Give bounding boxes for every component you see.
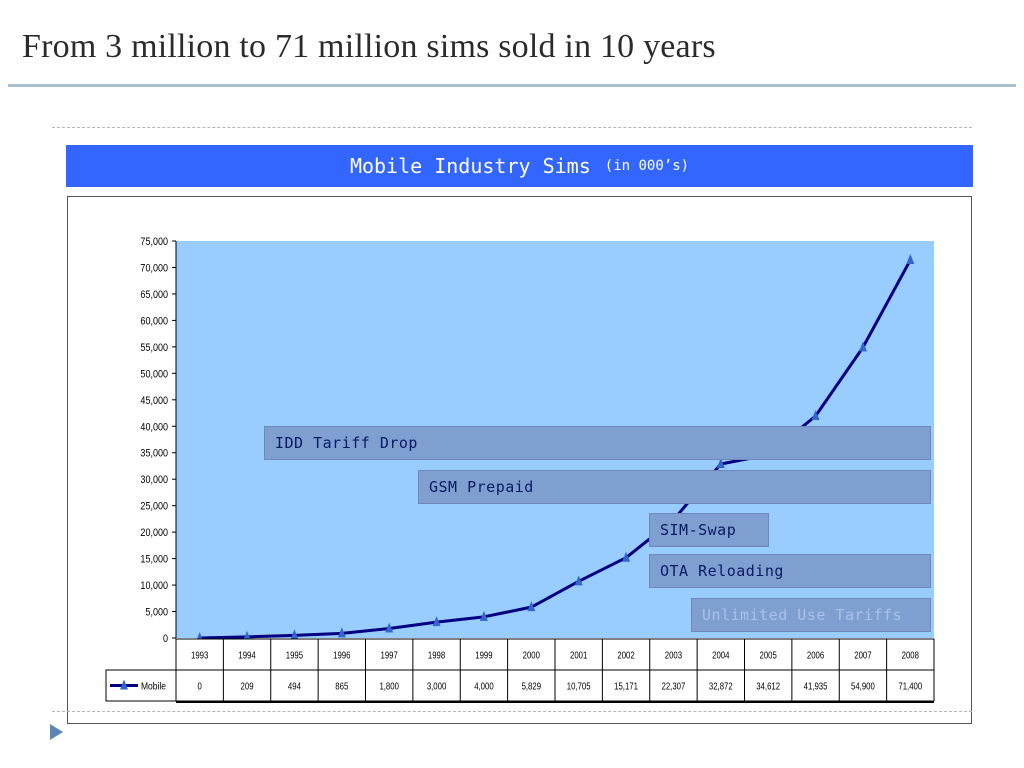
- data-table-value: 10,705: [567, 681, 591, 692]
- y-tick-label: 0: [163, 633, 168, 645]
- x-tick-label: 2004: [712, 650, 729, 661]
- x-tick-label: 1994: [238, 650, 255, 661]
- data-point-marker: [811, 410, 820, 421]
- data-point-marker: [716, 457, 725, 468]
- y-tick-label: 55,000: [140, 342, 168, 354]
- x-tick-label: 2007: [854, 650, 871, 661]
- annotation-label: IDD Tariff Drop: [275, 434, 418, 452]
- data-point-marker: [858, 341, 867, 352]
- data-table-value: 22,307: [662, 681, 686, 692]
- data-table-value: 494: [288, 681, 301, 692]
- annotation-label: GSM Prepaid: [429, 478, 534, 496]
- x-tick-label: 2006: [807, 650, 824, 661]
- data-point-marker: [527, 601, 536, 612]
- data-table-value: 1,800: [379, 681, 399, 692]
- x-tick-label: 1993: [191, 650, 208, 661]
- x-tick-label: 1997: [381, 650, 398, 661]
- chart-frame: 0 5,000 10,000 15,000 20,000 25,000 30,000 35,0…: [67, 196, 972, 724]
- data-table-value: 0: [198, 681, 202, 692]
- line-chart: 0 5,000 10,000 15,000 20,000 25,000 30,000 35,0…: [105, 236, 935, 703]
- annotation-label: OTA Reloading: [660, 562, 784, 580]
- annotation-label: Unlimited Use Tariffs: [702, 606, 903, 624]
- data-point-marker: [337, 627, 346, 638]
- data-table-value: 34,612: [756, 681, 780, 692]
- data-point-marker: [290, 629, 299, 640]
- y-tick-label: 45,000: [140, 395, 168, 407]
- annotation-ota-reloading: OTA Reloading: [649, 554, 931, 588]
- y-tick-label: 70,000: [140, 263, 168, 275]
- y-tick-label: 20,000: [140, 527, 168, 539]
- data-point-marker: [622, 551, 631, 562]
- dashed-divider-top: [52, 127, 972, 128]
- y-tick-label: 50,000: [140, 369, 168, 381]
- x-tick-label: 1999: [475, 650, 492, 661]
- y-tick-label: 60,000: [140, 316, 168, 328]
- y-tick-label: 10,000: [140, 580, 168, 592]
- title-rule: [8, 84, 1016, 87]
- data-table-value: 3,000: [427, 681, 447, 692]
- data-table-value: 41,935: [804, 681, 828, 692]
- data-table: 1993 1994 1995 1996 1997 1998 1999 2000 2001 2002…: [105, 638, 935, 703]
- y-tick-label: 35,000: [140, 448, 168, 460]
- data-table-value: 71,400: [898, 681, 922, 692]
- y-tick-label: 30,000: [140, 474, 168, 486]
- chart-banner-title: Mobile Industry Sims: [349, 154, 591, 178]
- x-tick-label: 2005: [760, 650, 777, 661]
- data-table-value: 54,900: [851, 681, 875, 692]
- play-arrow-icon: [50, 724, 63, 740]
- x-tick-label: 2008: [902, 650, 919, 661]
- data-point-marker: [479, 610, 488, 621]
- annotation-sim-swap: SIM-Swap: [649, 513, 769, 547]
- annotation-unlimited-use-tariffs: Unlimited Use Tariffs: [691, 598, 931, 632]
- y-tick-label: 15,000: [140, 554, 168, 566]
- chart-banner: Mobile Industry Sims (in 000’s): [66, 145, 973, 187]
- data-point-marker: [385, 622, 394, 633]
- data-point-marker: [432, 616, 441, 627]
- data-table-value: 32,872: [709, 681, 733, 692]
- legend-label-mobile: Mobile: [141, 681, 166, 692]
- y-tick-label: 65,000: [140, 289, 168, 301]
- data-point-marker: [574, 575, 583, 586]
- y-tick-label: 40,000: [140, 422, 168, 434]
- y-tick-label: 5,000: [145, 607, 168, 619]
- x-tick-label: 2003: [665, 650, 682, 661]
- y-tick-label: 75,000: [140, 236, 168, 248]
- x-tick-label: 1998: [428, 650, 445, 661]
- data-table-value: 4,000: [474, 681, 494, 692]
- legend-marker-mobile: [120, 679, 128, 690]
- annotation-label: SIM-Swap: [660, 521, 737, 539]
- data-table-value: 5,829: [522, 681, 542, 692]
- y-tick-label: 25,000: [140, 501, 168, 513]
- data-point-marker: [243, 630, 252, 641]
- data-point-marker: [906, 254, 915, 265]
- x-tick-label: 2000: [523, 650, 540, 661]
- x-tick-label: 1996: [333, 650, 350, 661]
- data-table-value: 865: [335, 681, 348, 692]
- data-table-value: 209: [241, 681, 254, 692]
- x-tick-label: 2002: [617, 650, 634, 661]
- chart-banner-unit: (in 000’s): [604, 158, 690, 174]
- x-tick-label: 2001: [570, 650, 587, 661]
- annotation-idd-tariff-drop: IDD Tariff Drop: [264, 426, 931, 460]
- annotation-gsm-prepaid: GSM Prepaid: [418, 470, 931, 504]
- dashed-divider-bottom: [52, 711, 972, 712]
- slide-title: From 3 million to 71 million sims sold i…: [22, 28, 716, 65]
- data-table-value: 15,171: [614, 681, 638, 692]
- x-tick-label: 1995: [286, 650, 303, 661]
